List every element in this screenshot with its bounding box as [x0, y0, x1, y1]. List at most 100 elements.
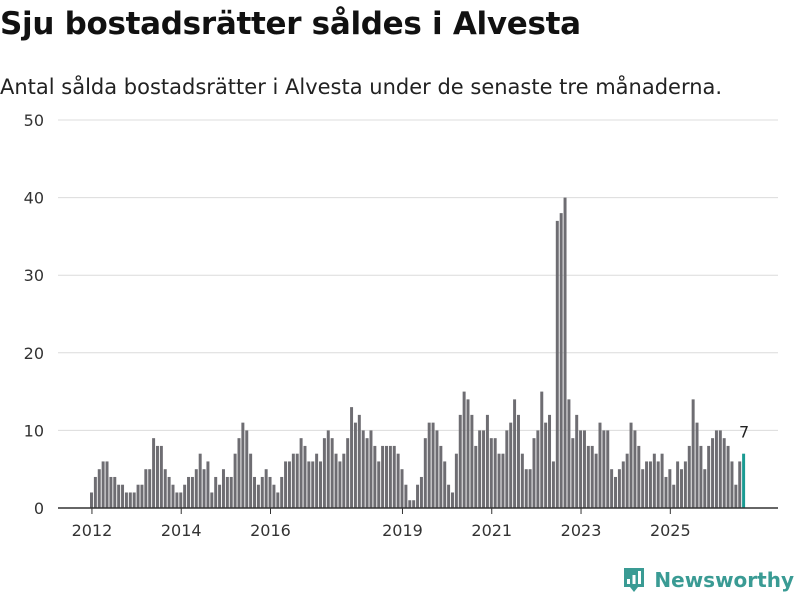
bar [435, 430, 439, 508]
bar [322, 438, 326, 508]
bar [617, 469, 621, 508]
y-tick-label: 0 [34, 499, 44, 518]
bar [443, 461, 447, 508]
bar [93, 476, 97, 508]
bar [121, 484, 125, 508]
bar [454, 453, 458, 508]
x-tick-label: 2014 [161, 521, 202, 540]
bar [148, 469, 152, 508]
bar [284, 461, 288, 508]
bar [90, 492, 93, 508]
bar [683, 461, 687, 508]
bar [326, 430, 330, 508]
bar [528, 469, 532, 508]
bar [97, 469, 101, 508]
y-tick-label: 40 [24, 189, 44, 208]
bar [144, 469, 148, 508]
bar [253, 476, 257, 508]
bar [718, 430, 722, 508]
bar [280, 476, 284, 508]
bar [458, 414, 462, 508]
bar [516, 414, 520, 508]
bar [524, 469, 528, 508]
bar [342, 453, 346, 508]
bar [590, 445, 594, 508]
bar [245, 430, 249, 508]
bar [513, 399, 517, 508]
bar [392, 445, 396, 508]
bar [629, 422, 633, 508]
bar [221, 469, 225, 508]
bar [315, 453, 319, 508]
newsworthy-logo: Newsworthy [622, 567, 794, 593]
bar [699, 445, 703, 508]
bar [680, 469, 683, 508]
bar [652, 453, 656, 508]
bar [687, 445, 691, 508]
bar [175, 492, 179, 508]
bar [210, 492, 214, 508]
bar [450, 492, 454, 508]
bar [225, 476, 229, 508]
bar [163, 469, 167, 508]
bar [489, 438, 493, 508]
bar [423, 438, 427, 508]
chart-subtitle: Antal sålda bostadsrätter i Alvesta unde… [0, 75, 723, 99]
bar [602, 430, 606, 508]
bar [159, 445, 163, 508]
bar [113, 476, 117, 508]
bar [194, 469, 198, 508]
bar [555, 220, 559, 508]
bar [237, 438, 241, 508]
axes: 0 10 20 30 40 50 2012 2014 2016 2019 2021 2023 2025 7 [24, 111, 778, 540]
bar [419, 476, 423, 508]
bar [412, 500, 416, 508]
bar [431, 422, 435, 508]
bar [439, 445, 443, 508]
chart-title: Sju bostadsrätter såldes i Alvesta [0, 6, 581, 42]
bar [187, 476, 191, 508]
bar [447, 484, 451, 508]
bar [633, 430, 637, 508]
bar [668, 469, 672, 508]
x-tick-label: 2019 [382, 521, 423, 540]
bar [582, 430, 586, 508]
bar [218, 484, 222, 508]
bar [707, 445, 711, 508]
bar [264, 469, 268, 508]
bar [567, 399, 571, 508]
bar [404, 484, 408, 508]
bar [233, 453, 237, 508]
bar [548, 414, 552, 508]
bar [676, 461, 680, 508]
bar [365, 438, 369, 508]
bar [586, 445, 590, 508]
bar [268, 476, 272, 508]
bar [132, 492, 136, 508]
bar [377, 461, 381, 508]
bar [536, 430, 540, 508]
bar [416, 484, 420, 508]
bar [474, 445, 478, 508]
bar [726, 445, 730, 508]
y-tick-label: 20 [24, 344, 44, 363]
bar [272, 484, 276, 508]
bar [571, 438, 575, 508]
bar [462, 391, 466, 508]
bar [171, 484, 175, 508]
bar [373, 445, 377, 508]
bar [660, 453, 664, 508]
bar [381, 445, 385, 508]
bar [427, 422, 431, 508]
bar [241, 422, 245, 508]
bar [532, 438, 536, 508]
bar [260, 476, 264, 508]
bar [229, 476, 233, 508]
bar [485, 414, 489, 508]
bar [645, 461, 649, 508]
bar [346, 438, 350, 508]
bar [606, 430, 610, 508]
bar [408, 500, 412, 508]
bar [101, 461, 105, 508]
